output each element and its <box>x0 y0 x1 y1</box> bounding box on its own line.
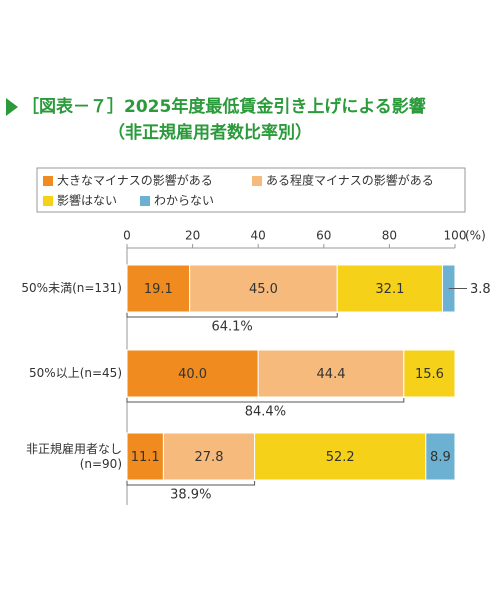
bar-segment <box>126 432 164 481</box>
value-label: 15.6 <box>415 367 444 382</box>
chart-subtitle: （非正規雇用者数比率別） <box>108 122 312 143</box>
legend-swatch <box>252 176 262 186</box>
value-label: 45.0 <box>249 282 278 297</box>
x-axis-label: (%) <box>465 229 486 243</box>
bar-segment <box>126 349 259 398</box>
category-label: 非正規雇用者なし (n=90) <box>25 441 122 471</box>
chart-title: ［図表－７］2025年度最低賃金引き上げによる影響 <box>22 96 426 117</box>
bar-segment <box>336 264 444 313</box>
value-label: 32.1 <box>375 282 404 297</box>
value-label: 3.8 <box>470 282 491 297</box>
value-label: 11.1 <box>131 450 160 465</box>
x-tick-label: 60 <box>316 229 331 243</box>
bar-segment <box>189 264 338 313</box>
total-label: 84.4% <box>245 405 286 420</box>
value-label: 40.0 <box>178 367 207 382</box>
x-tick-label: 80 <box>382 229 397 243</box>
x-tick-label: 0 <box>123 229 131 243</box>
category-label: 50%未満(n=131) <box>21 281 122 295</box>
x-tick-label: 100 <box>444 229 467 243</box>
bar-segment <box>254 432 427 481</box>
value-label: 27.8 <box>195 450 224 465</box>
bar-segment <box>257 349 405 398</box>
bar-segment <box>425 432 456 481</box>
total-label: 38.9% <box>170 488 211 503</box>
legend-swatch <box>43 196 53 206</box>
legend-label: ある程度マイナスの影響がある <box>266 173 434 188</box>
title-marker <box>6 98 18 116</box>
total-label: 64.1% <box>211 320 252 335</box>
value-label: 44.4 <box>317 367 346 382</box>
value-label: 19.1 <box>144 282 173 297</box>
x-tick-label: 40 <box>251 229 266 243</box>
bracket <box>126 481 256 486</box>
bar-segment <box>403 349 456 398</box>
legend-box <box>36 167 466 213</box>
x-tick-label: 20 <box>185 229 200 243</box>
value-label: 8.9 <box>430 450 451 465</box>
value-label: 52.2 <box>326 450 355 465</box>
category-label: 50%以上(n=45) <box>29 366 122 380</box>
bar-segment <box>126 264 191 313</box>
bar-segment <box>162 432 256 481</box>
bracket <box>126 313 338 318</box>
legend-label: 大きなマイナスの影響がある <box>57 173 213 188</box>
legend-swatch <box>43 176 53 186</box>
legend-swatch <box>140 196 150 206</box>
bracket <box>126 398 405 403</box>
legend-label: わからない <box>154 194 214 208</box>
legend-label: 影響はない <box>57 193 117 208</box>
